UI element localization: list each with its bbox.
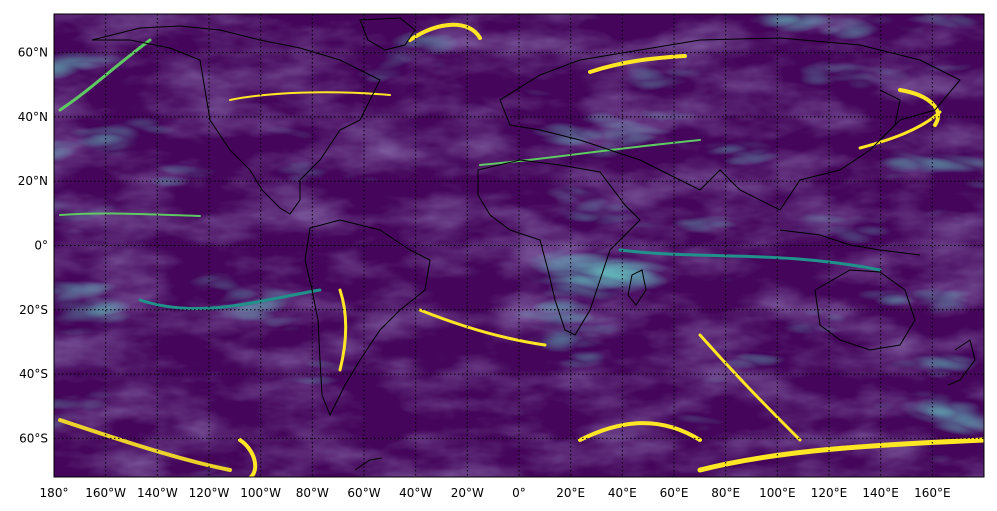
madagascar-coast [627, 269, 647, 306]
new-zealand-coast [947, 339, 976, 386]
longitude-tick-label: 180° [40, 486, 69, 500]
latitude-tick-label: 0° [34, 239, 48, 253]
longitude-labels: 180° 160°W 140°W 120°W 100°W 80°W 60°W 40°W 20°W… [40, 486, 951, 500]
australia-coast [814, 269, 916, 351]
longitude-tick-label: 120°W [189, 486, 230, 500]
latitude-tick-label: 20°N [18, 174, 48, 188]
japan-coast [879, 89, 901, 141]
longitude-tick-label: 140°E [862, 486, 899, 500]
latitude-labels: 60°N 40°N 20°N 0° 20°S 40°S 60°S [18, 46, 48, 446]
longitude-tick-label: 100°W [240, 486, 281, 500]
map-area [54, 14, 984, 477]
eurasia-coast [499, 37, 961, 211]
longitude-tick-label: 40°E [608, 486, 637, 500]
longitude-tick-label: 80°W [296, 486, 329, 500]
longitude-tick-label: 20°E [556, 486, 585, 500]
greenland-coast [359, 17, 416, 51]
antarctic-peninsula-coast [354, 457, 383, 471]
longitude-tick-label: 100°E [759, 486, 796, 500]
longitude-tick-label: 0° [512, 486, 526, 500]
longitude-tick-label: 160°W [85, 486, 126, 500]
longitude-tick-label: 120°E [811, 486, 848, 500]
north-america-coast [91, 25, 381, 215]
latitude-tick-label: 40°N [18, 110, 48, 124]
longitude-tick-label: 160°E [914, 486, 951, 500]
latitude-tick-label: 60°N [18, 46, 48, 60]
latitude-tick-label: 20°S [19, 303, 48, 317]
gridlines [54, 14, 984, 477]
longitude-tick-label: 140°W [137, 486, 178, 500]
longitude-tick-label: 80°E [711, 486, 740, 500]
longitude-tick-label: 20°W [451, 486, 484, 500]
latitude-tick-label: 60°S [19, 431, 48, 445]
africa-coast [477, 159, 641, 336]
latitude-tick-label: 40°S [19, 367, 48, 381]
south-america-coast [304, 219, 431, 417]
longitude-tick-label: 40°W [399, 486, 432, 500]
longitude-tick-label: 60°W [347, 486, 380, 500]
longitude-tick-label: 60°E [660, 486, 689, 500]
jet-streaks [58, 22, 984, 477]
map-frame [53, 13, 985, 478]
